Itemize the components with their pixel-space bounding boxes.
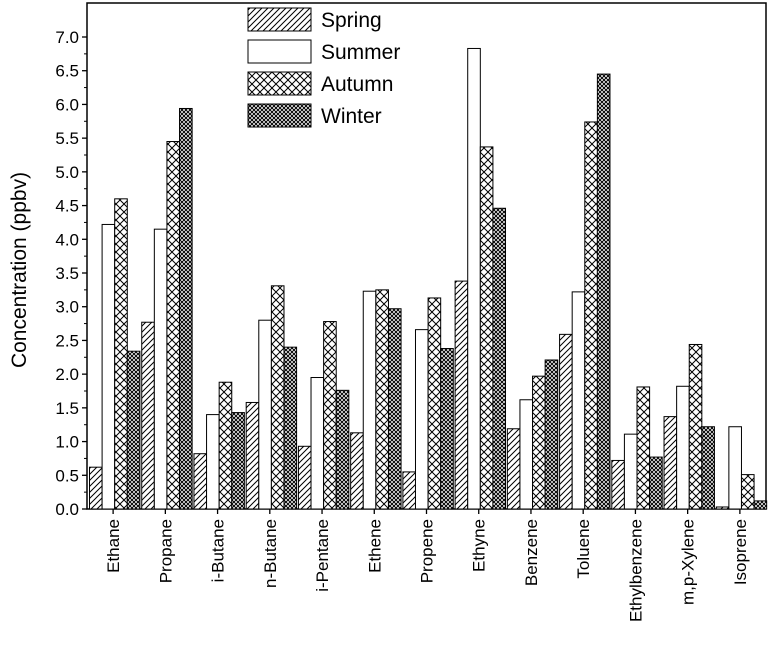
y-tick-label: 5.0: [55, 163, 79, 182]
bar-autumn-i-butane: [218, 381, 233, 510]
bar-summer-propane: [153, 228, 168, 510]
bar-winter-ethyne: [492, 207, 507, 510]
x-tick-label: i-Pentane: [313, 519, 332, 592]
x-tick-label: Benzene: [522, 519, 541, 586]
x-tick-label: Ethyne: [470, 519, 489, 572]
bar-spring-i-pentane: [297, 445, 312, 510]
bar-winter-i-pentane: [335, 389, 350, 510]
bar-winter-n-butane: [283, 346, 298, 510]
y-axis-title: Concentration (ppbv): [8, 172, 31, 368]
x-axis-ticks: Ethane Propane i-Butane n-Butane i-Pentane Et…: [104, 509, 750, 622]
y-tick-label: 1.5: [55, 399, 79, 418]
y-tick-label: 6.0: [55, 95, 79, 114]
bar-summer-m-p-xylene: [676, 385, 690, 510]
bar-winter-i-butane: [231, 412, 245, 510]
legend-label-summer: Summer: [321, 41, 400, 64]
bar-summer-n-butane: [258, 319, 272, 510]
legend-label-winter: Winter: [321, 105, 382, 128]
bar-spring-ethylbenzene: [611, 459, 625, 510]
bar-winter-propene: [440, 348, 454, 510]
bar-spring-i-butane: [193, 453, 208, 510]
bar-spring-ethane: [89, 466, 103, 510]
bar-winter-m-p-xylene: [701, 426, 715, 510]
bar-summer-i-butane: [206, 414, 220, 510]
bar-spring-n-butane: [245, 401, 260, 510]
legend: Spring Summer Autumn Winter: [247, 7, 400, 128]
bar-autumn-ethane: [114, 198, 128, 510]
bar-autumn-propene: [427, 297, 442, 510]
y-tick-label: 0.5: [55, 466, 79, 485]
bar-spring-propane: [141, 321, 155, 510]
bar-winter-ethane: [126, 350, 141, 510]
bars-group: [89, 47, 768, 510]
x-tick-label: n-Butane: [261, 519, 280, 588]
bar-summer-ethane: [101, 223, 116, 510]
x-tick-label: i-Butane: [209, 519, 228, 582]
bar-spring-propene: [402, 471, 416, 510]
y-tick-label: 7.0: [55, 28, 79, 47]
legend-swatch-autumn: [247, 71, 312, 96]
bar-summer-propene: [414, 329, 429, 510]
y-tick-label: 6.5: [55, 62, 79, 81]
y-tick-label: 2.0: [55, 365, 79, 384]
bar-spring-ethyne: [454, 280, 469, 510]
bar-autumn-toluene: [584, 121, 598, 510]
x-tick-label: Isoprene: [731, 519, 750, 585]
y-tick-label: 3.0: [55, 298, 79, 317]
x-tick-label: Ethene: [365, 519, 384, 573]
y-tick-label: 0.0: [55, 500, 79, 519]
bar-autumn-ethene: [375, 289, 389, 510]
legend-swatch-summer: [247, 39, 312, 64]
bar-autumn-propane: [166, 141, 181, 510]
y-tick-label: 4.0: [55, 230, 79, 249]
bar-winter-ethylbenzene: [649, 456, 663, 510]
legend-label-autumn: Autumn: [321, 73, 393, 96]
bar-winter-benzene: [544, 359, 559, 510]
bar-autumn-benzene: [532, 375, 546, 510]
bar-summer-ethylbenzene: [623, 433, 638, 510]
y-tick-label: 3.5: [55, 264, 79, 283]
legend-label-spring: Spring: [321, 9, 382, 32]
x-tick-label: Ethylbenzene: [626, 519, 645, 622]
bar-autumn-ethylbenzene: [636, 386, 651, 510]
bar-autumn-m-p-xylene: [688, 343, 703, 510]
bar-summer-ethene: [362, 290, 377, 510]
bar-winter-isoprene: [753, 500, 768, 510]
y-tick-label: 1.0: [55, 433, 79, 452]
x-tick-label: m,p-Xylene: [679, 519, 698, 605]
x-tick-label: Ethane: [104, 519, 123, 573]
bar-winter-ethene: [387, 308, 402, 510]
legend-swatch-winter: [247, 103, 312, 128]
y-tick-label: 2.5: [55, 331, 79, 350]
bar-summer-ethyne: [467, 47, 481, 510]
bar-spring-benzene: [506, 428, 521, 510]
x-tick-label: Propene: [418, 519, 437, 583]
bar-autumn-ethyne: [479, 146, 494, 510]
x-tick-label: Toluene: [574, 519, 593, 579]
bar-spring-ethene: [350, 432, 364, 510]
legend-swatch-spring: [247, 7, 312, 32]
bar-spring-toluene: [559, 333, 573, 510]
y-tick-label: 5.5: [55, 129, 79, 148]
bar-summer-i-pentane: [310, 377, 325, 510]
bar-spring-m-p-xylene: [663, 416, 678, 510]
bar-spring-isoprene: [715, 506, 730, 510]
bar-autumn-n-butane: [270, 285, 285, 510]
bar-summer-isoprene: [728, 426, 742, 510]
bar-winter-toluene: [596, 73, 611, 510]
x-tick-label: Propane: [156, 519, 175, 583]
bar-autumn-isoprene: [740, 474, 755, 510]
bar-autumn-i-pentane: [323, 321, 337, 510]
y-axis-ticks: 0.0 0.5 1.0 1.5 2.0 2.5 3.0 3.5 4.0 4.5 5.0 5.5 6.0 6…: [55, 28, 87, 519]
bar-summer-benzene: [519, 399, 534, 510]
bar-winter-propane: [179, 107, 193, 510]
bar-summer-toluene: [571, 291, 586, 510]
y-tick-label: 4.5: [55, 197, 79, 216]
